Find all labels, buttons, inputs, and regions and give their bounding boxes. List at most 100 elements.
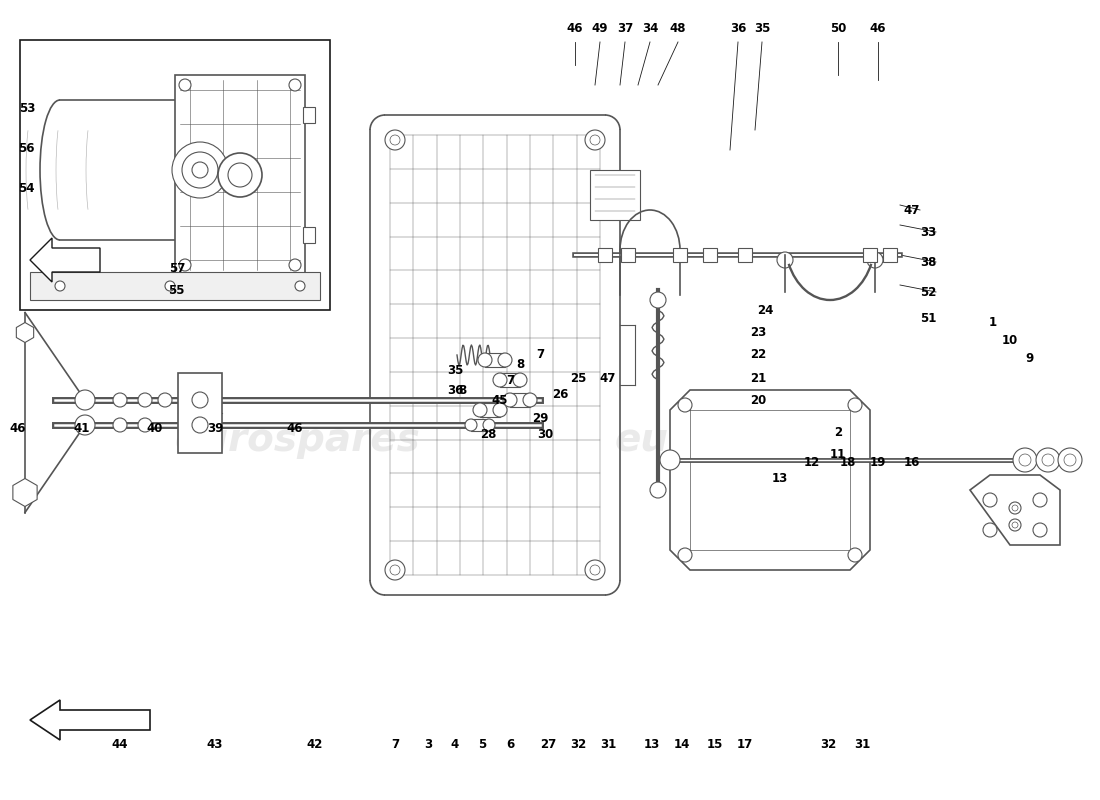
Circle shape	[289, 259, 301, 271]
Text: 25: 25	[570, 371, 586, 385]
Text: 46: 46	[10, 422, 26, 434]
Bar	[883, 248, 896, 262]
Text: eurospares: eurospares	[174, 421, 420, 459]
Circle shape	[493, 403, 507, 417]
Text: 56: 56	[19, 142, 35, 154]
Text: 7: 7	[536, 349, 544, 362]
Circle shape	[75, 415, 95, 435]
Bar	[738, 248, 752, 262]
Text: 2: 2	[834, 426, 843, 438]
Text: 20: 20	[750, 394, 766, 406]
Circle shape	[1009, 519, 1021, 531]
Text: 39: 39	[207, 422, 223, 434]
Text: 3: 3	[424, 738, 432, 751]
Text: 5: 5	[477, 738, 486, 751]
Text: 31: 31	[854, 738, 870, 751]
Text: 32: 32	[820, 738, 836, 751]
Text: 57: 57	[168, 262, 185, 274]
Text: 48: 48	[670, 22, 686, 34]
Text: 11: 11	[829, 449, 846, 462]
Circle shape	[165, 281, 175, 291]
Text: 37: 37	[617, 22, 634, 34]
Circle shape	[55, 281, 65, 291]
Text: 40: 40	[146, 422, 163, 434]
Text: 54: 54	[19, 182, 35, 194]
Circle shape	[493, 373, 507, 387]
Circle shape	[1042, 454, 1054, 466]
Circle shape	[1058, 448, 1082, 472]
Text: 28: 28	[480, 429, 496, 442]
Bar	[178, 373, 222, 453]
Text: 44: 44	[112, 738, 129, 751]
Bar	[673, 248, 688, 262]
Polygon shape	[30, 238, 100, 282]
Circle shape	[158, 393, 172, 407]
Circle shape	[522, 393, 537, 407]
Circle shape	[848, 398, 862, 412]
Circle shape	[385, 560, 405, 580]
Circle shape	[138, 393, 152, 407]
Text: 27: 27	[540, 738, 557, 751]
Circle shape	[192, 417, 208, 433]
Circle shape	[192, 392, 208, 408]
Circle shape	[777, 252, 793, 268]
Text: 16: 16	[904, 455, 921, 469]
Bar	[471, 419, 490, 431]
Text: 46: 46	[287, 422, 304, 434]
Circle shape	[289, 79, 301, 91]
Circle shape	[848, 548, 862, 562]
Polygon shape	[670, 390, 870, 570]
Circle shape	[385, 130, 405, 150]
Bar	[485, 353, 505, 367]
Circle shape	[983, 493, 997, 507]
Bar	[598, 248, 612, 262]
Circle shape	[473, 403, 487, 417]
Bar	[703, 248, 717, 262]
Text: 46: 46	[566, 22, 583, 34]
Text: eurospares: eurospares	[614, 421, 860, 459]
Text: 55: 55	[168, 283, 185, 297]
Circle shape	[228, 163, 252, 187]
Circle shape	[650, 482, 666, 498]
Circle shape	[513, 373, 527, 387]
Text: 24: 24	[757, 303, 773, 317]
Text: 35: 35	[447, 363, 463, 377]
Text: 26: 26	[552, 389, 569, 402]
Circle shape	[1033, 523, 1047, 537]
Circle shape	[498, 353, 512, 367]
Text: 13: 13	[772, 471, 788, 485]
Text: 23: 23	[750, 326, 766, 338]
Text: 10: 10	[1002, 334, 1019, 346]
Text: 14: 14	[674, 738, 690, 751]
Circle shape	[390, 135, 400, 145]
Bar	[510, 393, 530, 407]
Circle shape	[1012, 505, 1018, 511]
Circle shape	[478, 353, 492, 367]
Text: 17: 17	[737, 738, 754, 751]
Bar	[20, 40, 330, 310]
Text: 6: 6	[506, 738, 514, 751]
Text: 35: 35	[754, 22, 770, 34]
Circle shape	[590, 565, 600, 575]
Circle shape	[585, 560, 605, 580]
Circle shape	[678, 398, 692, 412]
Text: 32: 32	[570, 738, 586, 751]
Circle shape	[678, 548, 692, 562]
Circle shape	[590, 135, 600, 145]
Circle shape	[1009, 502, 1021, 514]
Bar	[500, 373, 520, 387]
Text: 4: 4	[451, 738, 459, 751]
Text: 9: 9	[1026, 351, 1034, 365]
Text: 31: 31	[600, 738, 616, 751]
Circle shape	[192, 162, 208, 178]
Circle shape	[179, 79, 191, 91]
Circle shape	[113, 393, 127, 407]
Circle shape	[585, 130, 605, 150]
Bar	[480, 403, 501, 417]
Text: 15: 15	[707, 738, 723, 751]
Bar	[621, 248, 635, 262]
Circle shape	[503, 393, 517, 407]
Circle shape	[1036, 448, 1060, 472]
Text: 8: 8	[458, 383, 466, 397]
Circle shape	[295, 281, 305, 291]
